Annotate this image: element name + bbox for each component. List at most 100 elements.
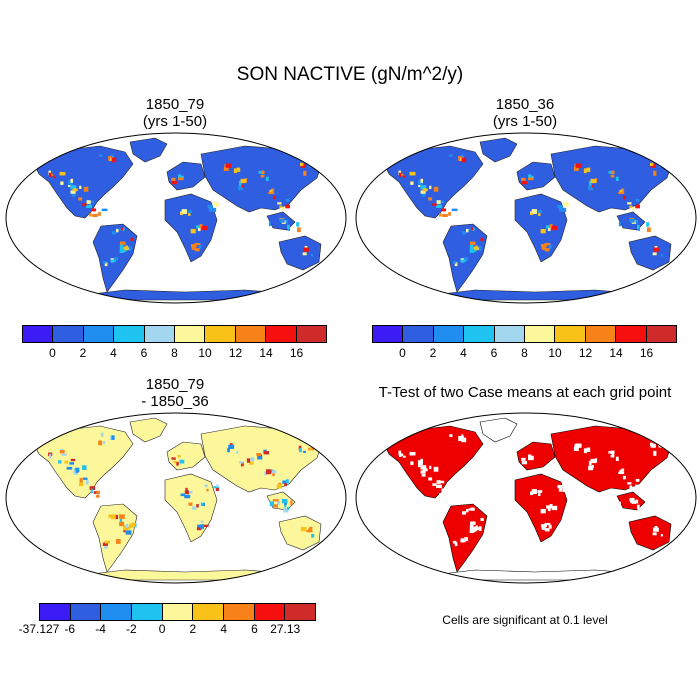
map-cell <box>268 221 271 227</box>
colorbar-tick-label: 0 <box>49 346 56 360</box>
colorbar-swatch <box>144 326 176 342</box>
colorbar-swatch <box>235 326 267 342</box>
map-cell <box>123 525 129 531</box>
map-cell <box>546 225 550 229</box>
map-cell <box>228 444 235 449</box>
map-cell <box>303 170 307 176</box>
landmass-antarctica <box>414 569 657 581</box>
figure-title: SON NACTIVE (gN/m^2/y) <box>236 64 464 85</box>
map-cell <box>635 198 640 202</box>
landmass-australia <box>628 235 672 271</box>
colorbar-swatch <box>616 326 647 342</box>
map-cell <box>575 163 582 168</box>
map-cell <box>547 227 551 232</box>
map-cell <box>212 207 217 213</box>
map-cell <box>646 507 651 513</box>
map-cell <box>200 520 204 523</box>
map-cell <box>436 480 441 484</box>
map-cell <box>194 242 201 246</box>
map-cell <box>464 537 469 542</box>
map-panel-ttest <box>355 412 697 584</box>
map-cell <box>417 460 423 466</box>
map-cell <box>538 213 541 216</box>
map-cell <box>470 507 474 511</box>
map-cell <box>551 505 558 511</box>
landmass-northAmerica <box>32 425 134 499</box>
map-cell <box>547 507 551 512</box>
map-cell <box>96 490 100 495</box>
map-cell <box>125 530 132 535</box>
map-cell <box>178 177 184 181</box>
map-cell <box>618 471 625 475</box>
map-cell <box>200 502 204 506</box>
map-cell <box>417 180 423 186</box>
map-cell <box>302 252 307 256</box>
landmass-africa <box>164 473 218 543</box>
map-cell <box>618 221 621 227</box>
map-cell <box>420 185 427 190</box>
map-cell <box>125 245 128 251</box>
map-cell <box>70 458 76 462</box>
map-border <box>5 132 347 304</box>
map-cell <box>420 465 427 470</box>
map-cell <box>537 210 543 213</box>
landmass-antarctica <box>64 569 307 581</box>
landmass-greenland <box>479 417 518 443</box>
colorbar-tick-label: 10 <box>548 346 562 360</box>
map-cell <box>591 464 594 468</box>
map-cell <box>629 205 633 209</box>
map-cell <box>611 452 615 456</box>
map-cell <box>67 180 73 186</box>
map-cell <box>652 252 657 256</box>
map-cell <box>103 546 108 549</box>
colorbar-swatch <box>403 326 434 342</box>
map-cell <box>206 488 209 492</box>
landmass-northAmerica <box>382 145 484 219</box>
map-cell <box>272 499 279 502</box>
map-cell <box>548 244 552 249</box>
map-cell <box>540 508 546 514</box>
map-cell <box>475 525 478 531</box>
map-cell <box>279 205 283 209</box>
map-cell <box>632 486 635 491</box>
map-cell <box>528 175 534 180</box>
map-cell <box>652 532 657 536</box>
map-cell <box>436 200 441 204</box>
colorbar-tick-label: 0 <box>399 346 406 360</box>
map-cell <box>198 244 202 249</box>
map-cell <box>282 206 285 211</box>
map-cell <box>79 477 83 483</box>
colorbar-tick-label: -6 <box>64 622 76 636</box>
map-cell <box>531 489 537 494</box>
map-cell <box>119 244 124 250</box>
map-cell <box>429 185 432 189</box>
map-cell <box>286 224 290 230</box>
map-cell <box>208 206 213 212</box>
map-cell <box>86 200 91 204</box>
map-cell <box>428 477 433 481</box>
map-cell <box>402 175 406 178</box>
panel-title-line2: - 1850_36 <box>141 393 209 410</box>
map-cell <box>66 466 73 470</box>
map-cell <box>99 154 103 157</box>
map-cell <box>239 461 243 464</box>
colorbar-swatch <box>70 604 102 620</box>
map-cell <box>622 195 626 200</box>
landmass-australia <box>628 515 672 551</box>
map-cell <box>544 242 551 246</box>
colorbar-swatch <box>585 326 617 342</box>
panel-title-line1: 1850_79 <box>145 376 205 393</box>
map-cell <box>49 453 52 459</box>
map-cell <box>636 504 640 510</box>
map-cell <box>306 530 313 533</box>
map-cell <box>299 447 302 453</box>
map-border <box>355 412 697 584</box>
map-cell <box>74 470 77 473</box>
map-cell <box>429 465 432 469</box>
map-cell <box>233 168 237 174</box>
map-cell <box>627 202 632 205</box>
map-cell <box>646 227 651 233</box>
map-cell <box>454 542 458 547</box>
panel-title-line2: (yrs 1-50) <box>492 113 558 130</box>
map-cell <box>265 176 269 182</box>
